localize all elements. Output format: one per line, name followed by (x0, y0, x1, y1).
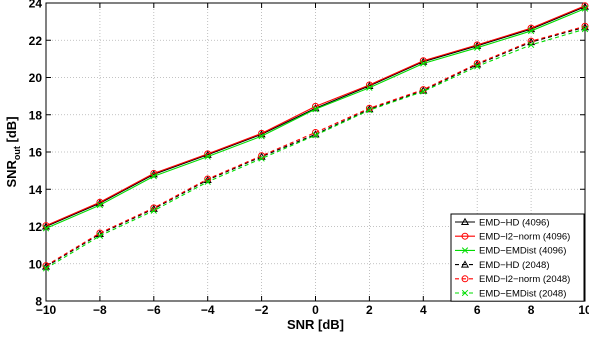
x-marker (474, 44, 481, 51)
circle-marker (461, 232, 469, 240)
x-tick-label: 0 (312, 303, 319, 317)
series-3 (42, 5, 589, 232)
x-marker (461, 289, 469, 297)
x-marker (527, 27, 535, 35)
x-marker (204, 153, 211, 160)
y-tick-label: 12 (29, 220, 43, 234)
x-tick-label: 4 (420, 303, 427, 317)
series-group (41, 2, 589, 272)
x-marker (42, 265, 50, 272)
x-marker (420, 60, 427, 67)
series-6 (42, 25, 589, 272)
legend-entry: EMD−EMDist (4096) (455, 246, 566, 257)
x-marker (150, 207, 157, 214)
x-axis-label: SNR [dB] (287, 317, 344, 332)
legend-entry: EMD−HD (2048) (455, 260, 549, 271)
y-tick-label: 24 (29, 0, 43, 11)
legend-entry: EMD−l2−norm (2048) (455, 274, 570, 285)
y-tick-label: 16 (29, 146, 43, 160)
x-tick-label: −6 (147, 303, 161, 317)
y-tick-label: 18 (29, 108, 43, 122)
series-line (45, 6, 586, 228)
legend-label: EMD−EMDist (4096) (479, 246, 566, 257)
x-marker (312, 132, 319, 139)
legend-box (450, 213, 585, 302)
x-marker (204, 178, 211, 185)
x-tick-label: −4 (201, 303, 215, 317)
triangle-marker (460, 217, 470, 226)
circle-marker (365, 104, 373, 112)
x-tick-label: −10 (36, 303, 57, 317)
x-marker (581, 5, 589, 12)
series-line (45, 25, 586, 267)
x-marker (366, 84, 373, 91)
legend-entry: EMD−EMDist (2048) (455, 288, 566, 299)
triangle-marker (460, 260, 470, 268)
x-marker (150, 173, 157, 180)
x-marker (258, 155, 265, 162)
y-axis-label: SNRout [dB] (4, 116, 22, 187)
x-marker (474, 63, 481, 70)
x-marker (581, 25, 589, 33)
circle-marker (461, 275, 469, 283)
legend-label: EMD−HD (2048) (479, 260, 549, 271)
legend-label: EMD−l2−norm (2048) (479, 274, 570, 285)
y-axis-label-subscript: out (12, 146, 22, 160)
x-tick-label: −2 (255, 303, 269, 317)
legend-entry: EMD−HD (4096) (455, 217, 549, 228)
x-tick-label: 8 (528, 303, 535, 317)
x-marker (420, 88, 427, 95)
legend-label: EMD−l2−norm (4096) (479, 232, 570, 243)
x-tick-label: 10 (578, 303, 589, 317)
y-tick-label: 20 (29, 71, 43, 85)
x-marker (258, 133, 265, 140)
series-line (45, 5, 586, 227)
y-tick-label: 14 (29, 183, 43, 197)
legend: EMD−HD (4096) EMD−l2−norm (4096) EMD−EMDis… (450, 213, 585, 302)
legend-entry: EMD−l2−norm (4096) (455, 232, 570, 243)
x-marker (312, 106, 319, 113)
x-marker (527, 41, 535, 49)
y-tick-label: 22 (29, 34, 43, 48)
x-tick-label: 2 (366, 303, 373, 317)
x-tick-label: 6 (474, 303, 481, 317)
legend-label: EMD−EMDist (2048) (479, 288, 566, 299)
x-marker (42, 225, 50, 232)
x-marker (96, 232, 104, 239)
y-axis-label-main: SNR (4, 159, 19, 187)
x-tick-label: −8 (93, 303, 107, 317)
y-tick-label: 8 (35, 295, 42, 309)
legend-label: EMD−HD (4096) (479, 217, 549, 228)
y-axis-label-unit: [dB] (4, 116, 19, 146)
x-marker (461, 247, 469, 254)
circle-marker (527, 37, 535, 45)
x-marker (96, 201, 104, 209)
y-tick-label: 10 (29, 257, 43, 271)
x-marker (366, 106, 373, 114)
